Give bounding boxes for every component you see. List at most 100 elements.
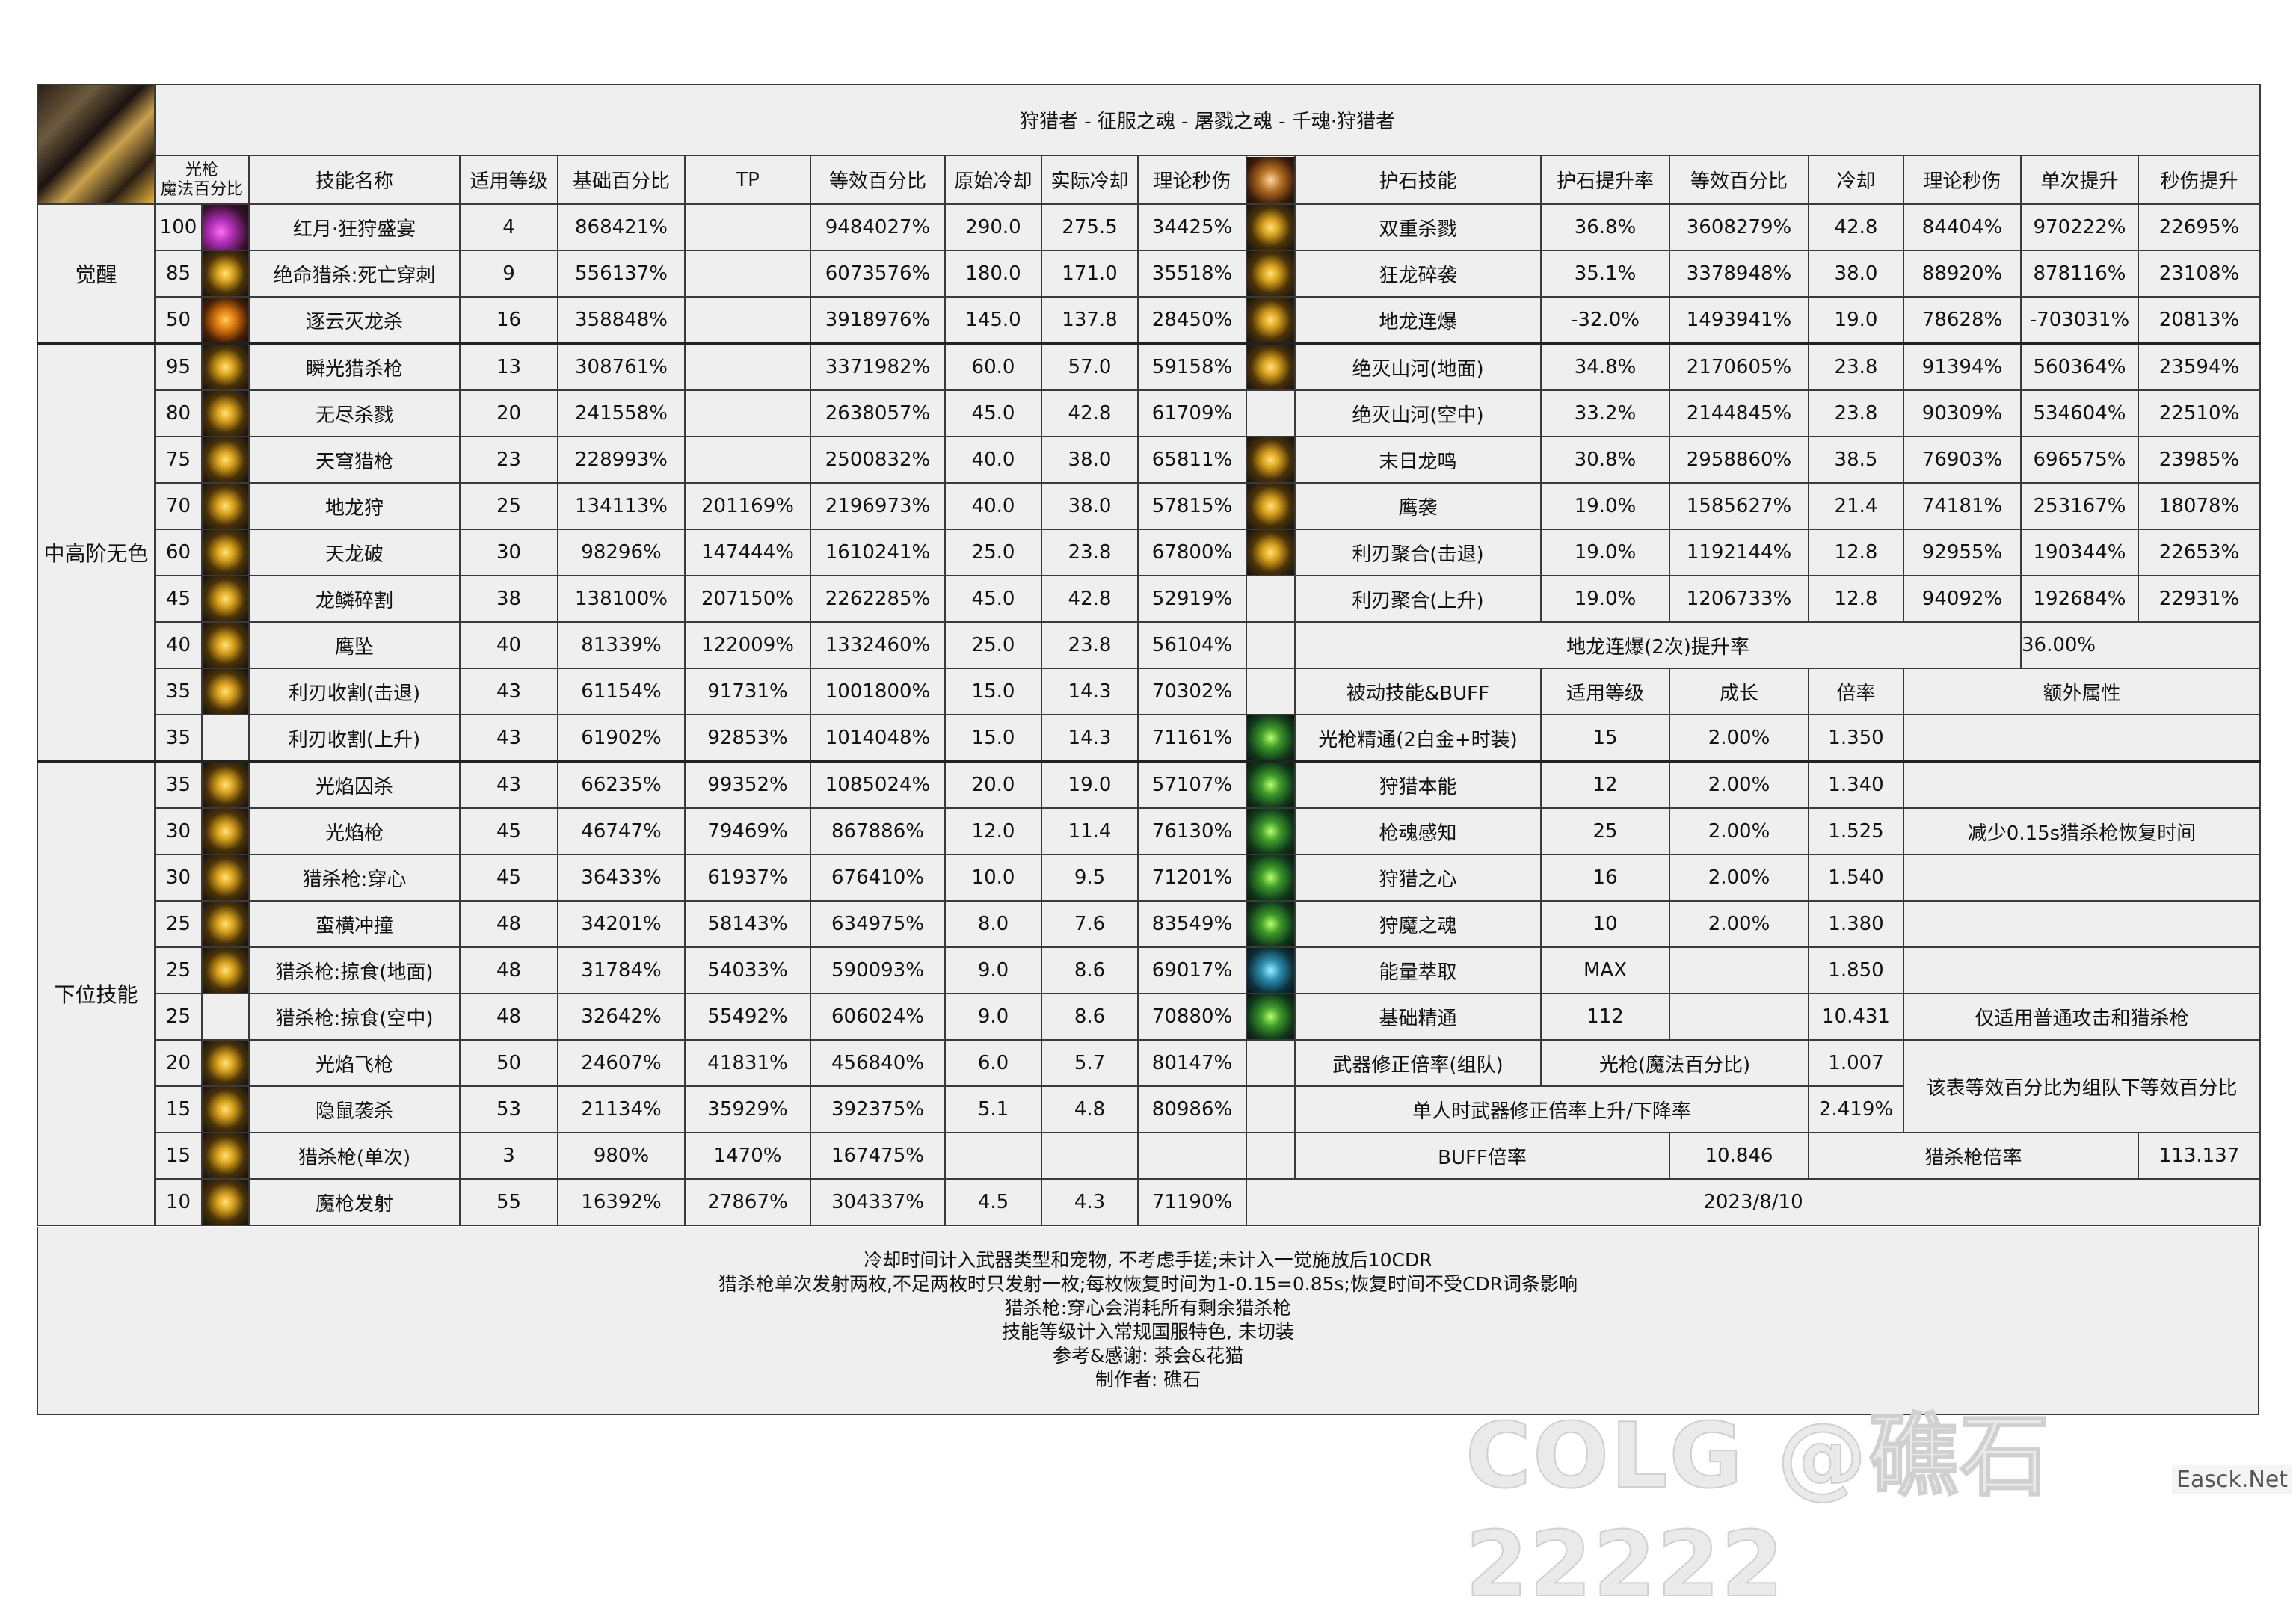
skill-icon-cell	[201, 854, 250, 902]
skill-actual-cd: 137.8	[1041, 296, 1139, 345]
skill-actual-cd: 4.8	[1041, 1085, 1139, 1133]
skill-icon-cell	[201, 1132, 250, 1180]
passive-extra: 减少0.15s猎杀枪恢复时间	[1903, 807, 2261, 855]
skill-base-pct: 556137%	[557, 250, 686, 298]
passive-icon-cell	[1246, 993, 1296, 1041]
skill-actual-cd: 38.0	[1041, 436, 1139, 484]
table-row: 30 光焰枪 45 46747% 79469% 867886% 12.0 11.4 76130%…	[37, 807, 2261, 855]
category-label: 觉醒	[37, 203, 156, 345]
stone-icon	[1248, 345, 1293, 389]
skill-magic-pct: 35	[154, 714, 203, 763]
skill-equiv-pct: 3371982%	[810, 342, 946, 391]
stone-cd: 12.8	[1808, 575, 1904, 623]
passive-header-level: 适用等级	[1540, 668, 1670, 715]
table-row: 中高阶无色 95 瞬光猎杀枪 13 308761% 3371982% 60.0 57.0 591…	[37, 342, 2261, 763]
site-badge: Easck.Net	[2172, 1465, 2293, 1494]
skill-tp-pct	[684, 342, 811, 391]
skill-icon-cell	[201, 900, 250, 948]
skill-actual-cd: 42.8	[1041, 389, 1139, 437]
skill-actual-cd: 38.0	[1041, 482, 1139, 530]
skill-name: 鹰坠	[248, 621, 461, 669]
stone-dps-up: 23985%	[2138, 436, 2261, 484]
skill-magic-pct: 60	[154, 529, 203, 576]
header-skill-name: 技能名称	[248, 155, 461, 205]
passive-name: 能量萃取	[1294, 946, 1542, 994]
skill-tp-pct: 54033%	[684, 946, 811, 994]
stone-rate: 19.0%	[1540, 529, 1670, 576]
skill-dps: 70880%	[1137, 993, 1247, 1041]
stone-single-up: 190344%	[2020, 529, 2139, 576]
skill-tp-pct: 58143%	[684, 900, 811, 948]
empty-icon-cell	[1246, 1039, 1296, 1087]
category-label: 中高阶无色	[37, 342, 156, 763]
header-stone-dps: 理论秒伤	[1903, 155, 2022, 205]
skill-base-pct: 66235%	[557, 760, 686, 809]
stone-single-up: 534604%	[2020, 389, 2139, 437]
avatar-image	[39, 86, 153, 203]
skill-icon-cell	[201, 946, 250, 994]
skill-icon	[203, 1041, 247, 1085]
skill-base-pct: 34201%	[557, 900, 686, 948]
skill-level: 43	[459, 760, 558, 809]
table-row: 85 绝命猎杀:死亡穿刺 9 556137% 6073576% 180.0 171.0 355…	[37, 250, 2261, 298]
skill-orig-cd: 6.0	[944, 1039, 1042, 1087]
skill-level: 13	[459, 342, 558, 391]
header-dps: 理论秒伤	[1137, 155, 1247, 205]
skill-magic-pct: 25	[154, 946, 203, 994]
skill-tp-pct	[684, 296, 811, 345]
header-tp: TP	[684, 155, 811, 205]
stone-rate: 34.8%	[1540, 342, 1670, 391]
stone-equiv-pct: 2144845%	[1669, 389, 1809, 437]
stone-dps: 92955%	[1903, 529, 2022, 576]
skill-actual-cd	[1041, 1132, 1139, 1180]
passive-growth: 2.00%	[1669, 900, 1809, 948]
passive-rate: 1.850	[1808, 946, 1904, 994]
skill-level: 55	[459, 1178, 558, 1226]
skill-icon-cell	[201, 1039, 250, 1087]
skill-icon-cell	[201, 1085, 250, 1133]
skill-equiv-pct: 590093%	[810, 946, 946, 994]
passive-icon-cell	[1246, 946, 1296, 994]
skill-equiv-pct: 634975%	[810, 900, 946, 948]
stone-dps: 88920%	[1903, 250, 2022, 298]
header-level: 适用等级	[459, 155, 558, 205]
skill-dps: 59158%	[1137, 342, 1247, 391]
skill-icon	[203, 670, 247, 713]
stone-skill-name: 绝灭山河(地面)	[1294, 342, 1542, 391]
skill-actual-cd: 42.8	[1041, 575, 1139, 623]
weapon-type: 光枪(魔法百分比)	[1540, 1039, 1809, 1087]
stone-dps-up: 22695%	[2138, 203, 2261, 251]
table-row: 觉醒 100 红月·狂狩盛宴 4 868421% 9484027% 290.0 275.5 34…	[37, 203, 2261, 345]
skill-tp-pct	[684, 250, 811, 298]
skill-icon-cell	[201, 668, 250, 715]
skill-tp-pct: 201169%	[684, 482, 811, 530]
skill-equiv-pct: 2638057%	[810, 389, 946, 437]
skill-dps: 83549%	[1137, 900, 1247, 948]
stone-cd: 38.5	[1808, 436, 1904, 484]
passive-rate: 1.350	[1808, 714, 1904, 763]
dps-table: 狩猎者 - 征服之魂 - 屠戮之魂 - 千魂·狩猎者 光枪 魔法百分比 技能名称…	[37, 83, 2261, 1226]
passive-level: 112	[1540, 993, 1670, 1041]
skill-name: 利刃收割(击退)	[248, 668, 461, 715]
skill-tp-pct: 79469%	[684, 807, 811, 855]
stone-single-up: -703031%	[2020, 296, 2139, 345]
skill-dps: 61709%	[1137, 389, 1247, 437]
stone-rate: 19.0%	[1540, 575, 1670, 623]
passive-rate: 10.431	[1808, 993, 1904, 1041]
buff-rate-value: 10.846	[1669, 1132, 1809, 1180]
sheet-title: 狩猎者 - 征服之魂 - 屠戮之魂 - 千魂·狩猎者	[154, 83, 2261, 157]
stone-equiv-pct: 3608279%	[1669, 203, 1809, 251]
table-row: 25 猎杀枪:掠食(空中) 48 32642% 55492% 606024% 9.0 8.6 7…	[37, 993, 2261, 1041]
passive-name: 光枪精通(2白金+时装)	[1294, 714, 1542, 763]
skill-equiv-pct: 1014048%	[810, 714, 946, 763]
empty-icon-cell	[1246, 1085, 1296, 1133]
table-row: 45 龙鳞碎割 38 138100% 207150% 2262285% 45.0 42.8 52…	[37, 575, 2261, 623]
skill-actual-cd: 14.3	[1041, 714, 1139, 763]
skill-name: 光焰囚杀	[248, 760, 461, 809]
skill-icon	[203, 949, 247, 992]
skill-level: 48	[459, 993, 558, 1041]
skill-icon	[203, 392, 247, 435]
skill-icon-cell	[201, 760, 250, 809]
skill-tp-pct	[684, 203, 811, 251]
stone-skill-name: 双重杀戮	[1294, 203, 1542, 251]
